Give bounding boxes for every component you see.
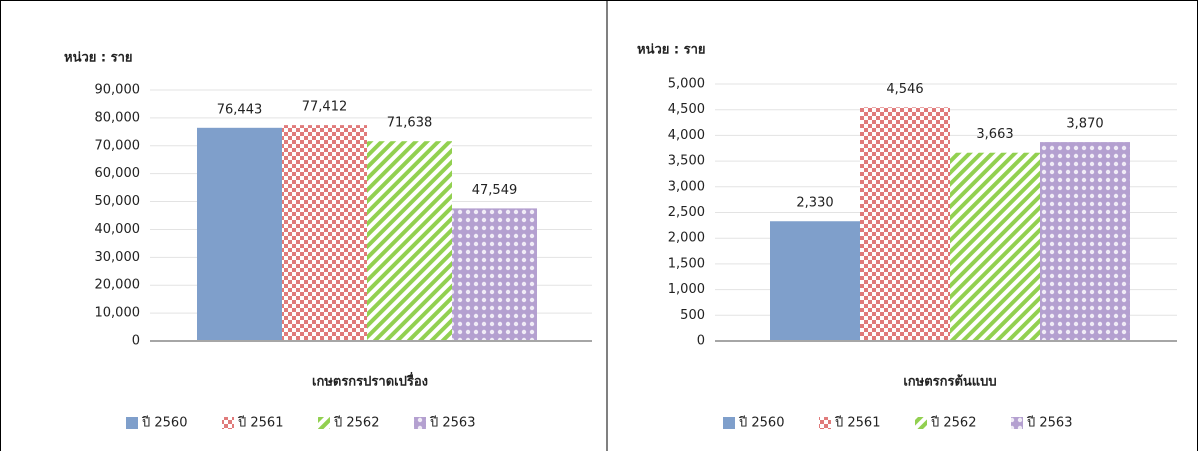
value-label: 3,870 (1066, 117, 1103, 132)
legend-label: ปี 2562 (930, 415, 976, 431)
y-tick-label: 4,500 (668, 102, 705, 117)
y-tick-label: 80,000 (95, 110, 141, 125)
legend-swatch (915, 417, 927, 429)
legend-label: ปี 2560 (738, 415, 784, 431)
bar (770, 221, 860, 341)
category-label: เกษตรกรปราดเปรื่อง (312, 372, 428, 390)
y-tick-label: 60,000 (95, 166, 141, 181)
value-label: 71,638 (387, 116, 433, 131)
value-label: 2,330 (796, 196, 833, 211)
legend-swatch (819, 417, 831, 429)
bar (452, 208, 537, 341)
y-tick-label: 0 (697, 334, 705, 349)
y-tick-label: 90,000 (95, 83, 141, 98)
y-tick-label: 1,000 (668, 282, 705, 297)
y-tick-label: 70,000 (95, 138, 141, 153)
y-tick-label: 3,500 (668, 154, 705, 169)
y-tick-label: 10,000 (95, 306, 141, 321)
legend-label: ปี 2561 (834, 415, 880, 431)
y-tick-label: 40,000 (95, 222, 141, 237)
legend-swatch (222, 417, 234, 429)
legend-label: ปี 2563 (1026, 415, 1072, 431)
y-tick-label: 500 (680, 308, 705, 323)
value-label: 76,443 (217, 102, 263, 117)
y-tick-label: 20,000 (95, 278, 141, 293)
bar (860, 107, 950, 341)
legend-label: ปี 2561 (237, 415, 283, 431)
y-tick-label: 3,000 (668, 179, 705, 194)
bar (282, 125, 367, 341)
legend-swatch (1011, 417, 1023, 429)
unit-label: หน่วย : ราย (637, 43, 706, 58)
value-label: 47,549 (472, 183, 518, 198)
bar (197, 127, 282, 342)
bar (950, 152, 1040, 341)
y-tick-label: 4,000 (668, 128, 705, 143)
y-tick-label: 0 (132, 334, 140, 349)
legend-label: ปี 2563 (429, 415, 475, 431)
y-tick-label: 50,000 (95, 194, 141, 209)
category-label: เกษตรกรต้นแบบ (903, 374, 996, 390)
legend-swatch (723, 417, 735, 429)
legend-swatch (318, 417, 330, 429)
legend-label: ปี 2560 (141, 415, 187, 431)
y-tick-label: 1,500 (668, 256, 705, 271)
y-tick-label: 2,500 (668, 205, 705, 220)
legend-swatch (414, 417, 426, 429)
legend-label: ปี 2562 (333, 415, 379, 431)
legend-swatch (126, 417, 138, 429)
y-tick-label: 30,000 (95, 250, 141, 265)
y-tick-label: 5,000 (668, 77, 705, 92)
bar (367, 141, 452, 341)
y-tick-label: 2,000 (668, 231, 705, 246)
unit-label: หน่วย : ราย (64, 51, 133, 66)
value-label: 4,546 (886, 82, 923, 97)
value-label: 3,663 (976, 127, 1013, 142)
value-label: 77,412 (302, 100, 348, 115)
bar (1040, 142, 1130, 341)
